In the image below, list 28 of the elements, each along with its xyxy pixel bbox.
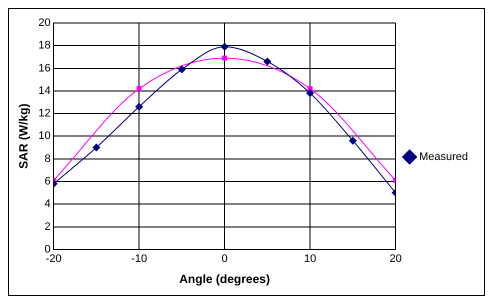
x-tick-label: 20 bbox=[389, 253, 402, 266]
x-tick-label: -20 bbox=[46, 253, 62, 266]
y-tick-label: 14 bbox=[38, 84, 51, 97]
y-tick-label: 10 bbox=[38, 130, 51, 142]
y-tick-label: 0 bbox=[44, 243, 51, 256]
point bbox=[135, 102, 144, 111]
y-tick-label: 12 bbox=[38, 108, 51, 120]
point bbox=[178, 65, 186, 74]
x-tick-label: -10 bbox=[131, 253, 148, 266]
point bbox=[222, 56, 228, 61]
x-axis-title: Angle (degrees) bbox=[179, 272, 270, 286]
x-tick-label: 0 bbox=[222, 253, 228, 266]
point bbox=[92, 144, 100, 152]
x-tick-label: 10 bbox=[304, 253, 316, 266]
y-tick-label: 6 bbox=[44, 176, 51, 188]
y-tick-label: 8 bbox=[44, 152, 51, 165]
point bbox=[263, 57, 272, 66]
point bbox=[348, 136, 357, 145]
legend-label: Measured bbox=[419, 151, 468, 164]
y-tick-label: 16 bbox=[38, 62, 51, 74]
y-tick-label: 20 bbox=[38, 17, 51, 30]
y-tick-label: 4 bbox=[44, 198, 51, 210]
y-axis-title: SAR (W/kg) bbox=[16, 104, 31, 169]
y-tick-label: 18 bbox=[38, 40, 51, 52]
y-tick-label: 2 bbox=[44, 220, 51, 233]
point bbox=[136, 86, 142, 92]
point bbox=[220, 42, 229, 51]
point bbox=[306, 89, 314, 98]
